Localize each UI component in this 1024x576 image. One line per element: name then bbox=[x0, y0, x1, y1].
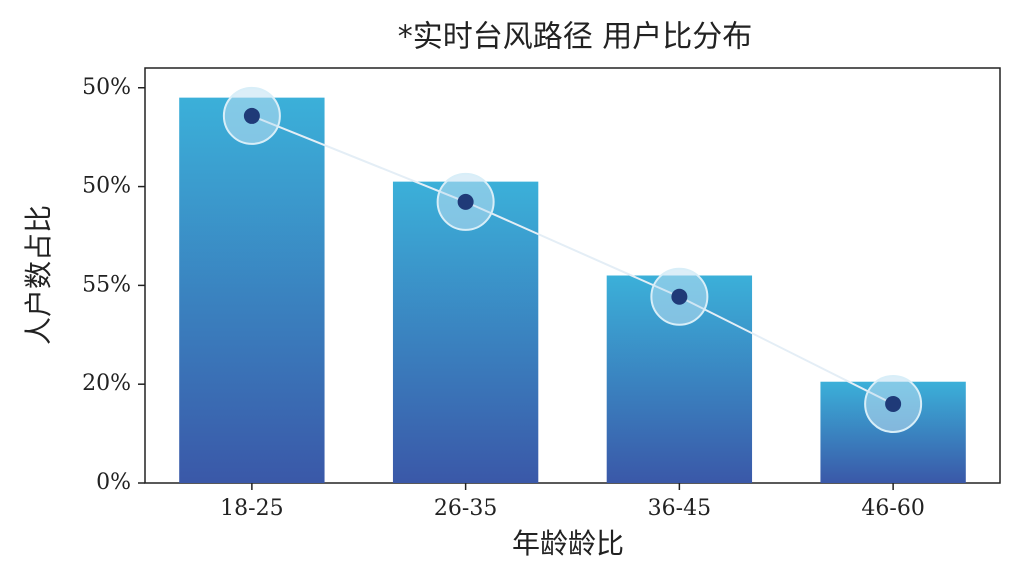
x-axis-label: 年龄龄比 bbox=[512, 527, 624, 560]
x-tick-label: 18-25 bbox=[220, 496, 283, 521]
y-tick-label: 50% bbox=[82, 75, 131, 100]
x-tick-label: 26-35 bbox=[434, 496, 497, 521]
chart-title: *实时台风路径 用户比分布 bbox=[398, 20, 753, 55]
y-tick-label: 20% bbox=[82, 371, 131, 396]
trend-line bbox=[251, 114, 894, 405]
point bbox=[885, 395, 902, 412]
y-tick-label: 50% bbox=[82, 174, 131, 199]
y-tick-label: 0% bbox=[96, 470, 131, 495]
bar bbox=[392, 181, 539, 483]
point bbox=[457, 193, 474, 210]
plot-frame bbox=[144, 67, 1001, 484]
point bbox=[243, 107, 260, 124]
bar bbox=[179, 97, 325, 484]
point bbox=[671, 288, 688, 305]
x-tick-label: 36-45 bbox=[648, 496, 711, 521]
y-tick-label: 55% bbox=[82, 272, 131, 297]
y-axis-label: 人户数占比 bbox=[22, 205, 55, 345]
x-tick-label: 46-60 bbox=[861, 496, 924, 521]
